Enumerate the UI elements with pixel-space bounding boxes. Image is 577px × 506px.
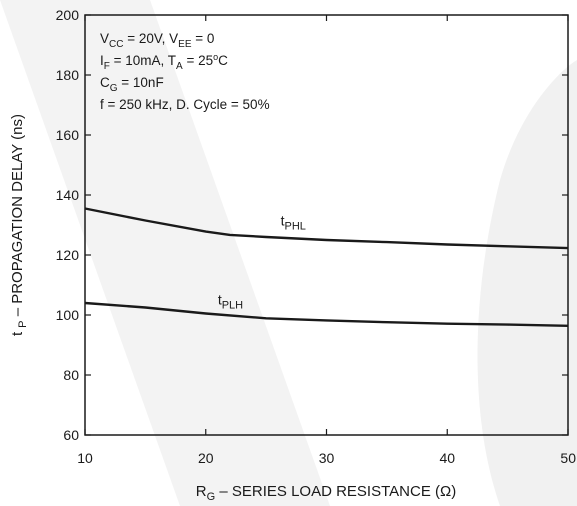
y-tick-label: 200 <box>56 7 80 23</box>
test-conditions-note: VCC = 20V, VEE = 0 IF = 10mA, TA = 25oC CG… <box>100 31 270 112</box>
y-tick-label: 100 <box>56 307 80 323</box>
x-tick-label: 40 <box>439 450 455 466</box>
y-tick-label: 140 <box>56 187 80 203</box>
x-tick-label: 30 <box>319 450 335 466</box>
series-label-tplh: tPLH <box>218 291 243 311</box>
x-tick-label: 50 <box>560 450 576 466</box>
series-labels: tPHL tPLH <box>218 213 306 312</box>
x-tick-label: 10 <box>77 450 93 466</box>
series-line-tphl <box>84 207 569 250</box>
x-axis-title: RG – SERIES LOAD RESISTANCE (Ω) <box>196 483 456 503</box>
series-label-tphl: tPHL <box>281 213 306 233</box>
y-axis-title: tP – PROPAGATION DELAY (ns) <box>9 114 29 336</box>
y-tick-label: 160 <box>56 127 80 143</box>
x-tick-label: 20 <box>198 450 214 466</box>
y-tick-label: 120 <box>56 247 80 263</box>
series-layer <box>84 207 569 327</box>
y-tick-label: 60 <box>63 427 79 443</box>
y-axis: 60 80 100 120 140 160 180 200 <box>56 7 568 443</box>
x-axis: 10 20 30 40 50 <box>77 15 576 466</box>
series-line-tplh <box>84 301 569 327</box>
y-tick-label: 80 <box>63 367 79 383</box>
y-tick-label: 180 <box>56 67 80 83</box>
